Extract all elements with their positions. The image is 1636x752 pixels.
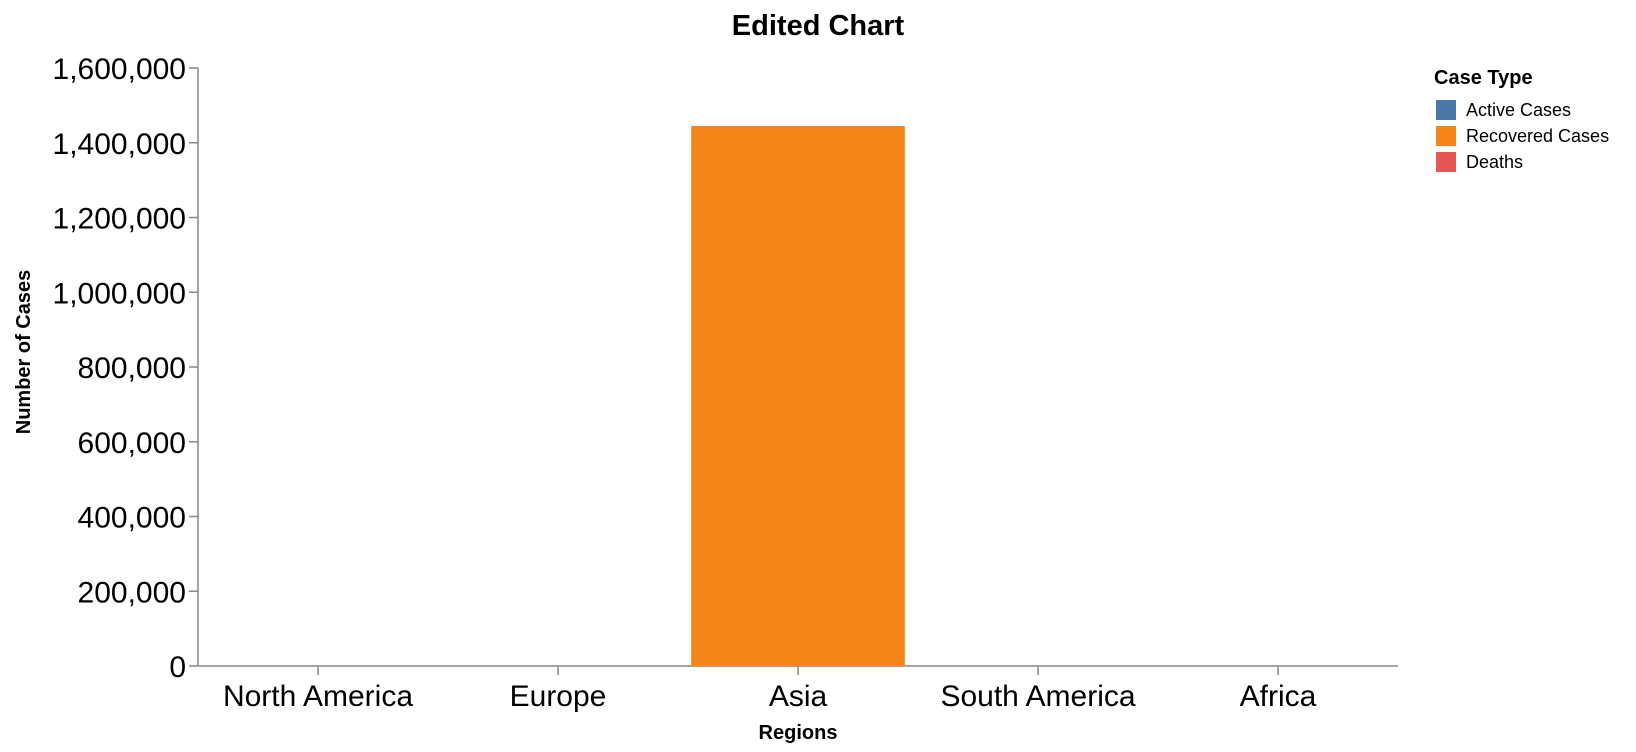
legend-label: Deaths	[1466, 152, 1523, 172]
legend-title: Case Type	[1434, 67, 1533, 89]
y-axis-title: Number of Cases	[13, 270, 35, 435]
legend: Case Type Active Cases Recovered Cases Dea…	[1434, 67, 1609, 172]
bar-recovered-cases	[691, 125, 905, 666]
y-tick-label: 1,600,000	[53, 53, 186, 86]
y-tick-label: 400,000	[78, 502, 186, 535]
legend-label: Recovered Cases	[1466, 126, 1609, 146]
y-tick-label: 1,000,000	[53, 277, 186, 310]
legend-swatch	[1436, 126, 1456, 146]
x-tick-label: Asia	[769, 680, 828, 713]
legend-swatch	[1436, 100, 1456, 120]
y-tick-label: 1,200,000	[53, 203, 186, 236]
x-tick-label: Africa	[1240, 680, 1317, 713]
x-tick-label: Europe	[510, 680, 607, 713]
x-tick-label: South America	[940, 680, 1135, 713]
y-axis: 0 200,000 400,000 600,000 800,000 1,000,000 1,…	[53, 53, 199, 684]
x-axis: North America Europe Asia South America Afri…	[198, 665, 1398, 713]
chart-title: Edited Chart	[732, 10, 905, 42]
x-tick-label: North America	[223, 680, 413, 713]
y-tick-label: 0	[169, 651, 186, 684]
x-axis-title: Regions	[759, 722, 838, 744]
y-tick-label: 800,000	[78, 352, 186, 385]
y-tick-label: 200,000	[78, 576, 186, 609]
legend-label: Active Cases	[1466, 100, 1571, 120]
y-tick-label: 600,000	[78, 427, 186, 460]
legend-swatch	[1436, 152, 1456, 172]
bars	[691, 125, 905, 666]
y-tick-label: 1,400,000	[53, 128, 186, 161]
